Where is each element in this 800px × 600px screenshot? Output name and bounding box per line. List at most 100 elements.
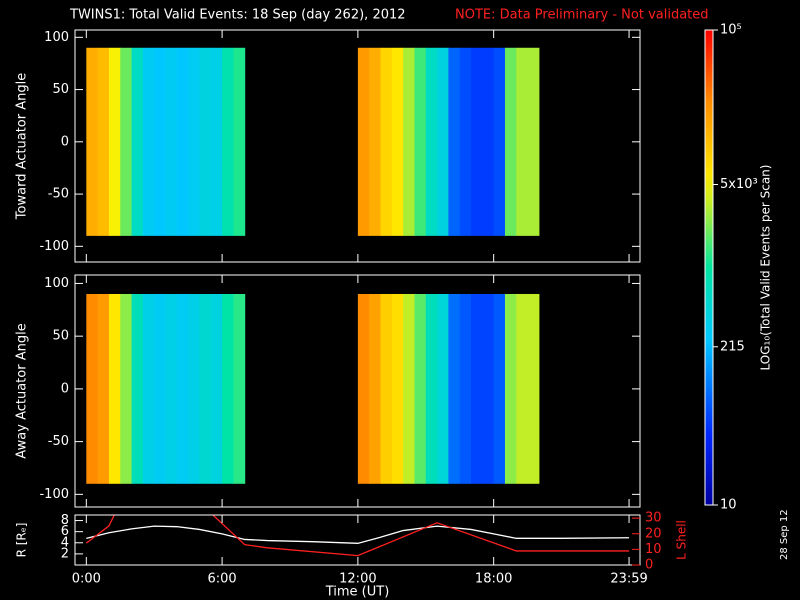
y-tick-label: 2 [61,546,69,561]
heatmap-cell [210,293,223,484]
note: NOTE: Data Preliminary - Not validated [455,8,709,23]
heatmap-cell [369,293,382,484]
heatmap-cell [516,293,529,484]
x-axis-label: Time (UT) [325,585,390,600]
heatmap-cell [527,293,540,484]
heatmap-cell [222,47,234,236]
y2-tick-label: 30 [645,511,662,526]
colorbar-tick-label: 215 [720,339,745,354]
heatmap-cell [504,47,517,236]
y2-tick-label: 0 [645,558,653,573]
heatmap-cell [176,293,189,484]
heatmap-cell [188,47,200,236]
y-tick-label: -100 [39,239,69,254]
colorbar-tick-label: 10 [720,498,737,513]
y-axis-label: Toward Actuator Angle [15,73,30,220]
y2-tick-label: 10 [645,542,662,557]
heatmap-cell [120,293,133,484]
heatmap-cell [165,293,178,484]
heatmap-cell [437,47,449,236]
heatmap-cell [369,47,382,236]
heatmap-cell [120,47,133,236]
heatmap-cell [493,47,506,236]
heatmap-cell [210,47,223,236]
heatmap-cell [471,293,483,484]
y2-axis-label: L Shell [675,520,689,560]
y-tick-label: -100 [39,487,69,502]
heatmap-cell [86,293,99,484]
heatmap-cell [357,47,370,236]
y-axis-label: R [Rₑ] [15,523,29,558]
heatmap-cell [199,293,212,484]
y-tick-label: 8 [61,513,69,528]
title: TWINS1: Total Valid Events: 18 Sep (day … [69,8,406,23]
series-line [85,515,630,557]
heatmap-cell [131,293,144,484]
date-stamp: 28 Sep 12 [779,509,790,560]
heatmap-cell [527,47,540,236]
colorbar-tick-label: 10⁵ [720,23,742,38]
heatmap-cell [357,293,370,484]
heatmap-cell [414,47,427,236]
heatmap-cell [459,47,472,236]
colorbar-label: LOG₁₀(Total Valid Events per Scan) [759,165,773,371]
heatmap-cell [425,293,438,484]
heatmap-cell [504,293,517,484]
heatmap-cell [448,293,461,484]
series-line [86,525,630,544]
heatmap-cell [516,47,529,236]
heatmap-cell [233,293,246,484]
y2-tick-label: 20 [645,526,662,541]
heatmap-cell [222,293,234,484]
heatmap-cell [403,293,415,484]
heatmap-cell [437,293,449,484]
y-tick-label: 6 [61,524,69,539]
heatmap-cell [165,47,178,236]
y-tick-label: 4 [61,535,69,550]
heatmap-cell [448,47,461,236]
heatmap-cell [199,47,212,236]
y-axis-label: Away Actuator Angle [15,323,30,458]
heatmap-cell [233,47,246,236]
heatmap-cell [142,293,155,484]
heatmap-cell [391,47,404,236]
heatmap-cell [391,293,404,484]
heatmap-cell [154,293,167,484]
heatmap-cell [97,47,110,236]
heatmap-cell [131,47,144,236]
heatmap-cell [188,293,200,484]
heatmap-cell [482,47,495,236]
x-tick-label: 23:59 [610,572,647,587]
heatmap-cell [403,47,415,236]
heatmap-cell [380,293,393,484]
lines [85,515,630,557]
x-tick-label: 6:00 [207,572,236,587]
heatmap-cell [86,47,99,236]
heatmap-cell [97,293,110,484]
heatmap-cell [108,293,121,484]
x-tick-label: 0:00 [72,572,101,587]
x-tick-label: 18:00 [475,572,512,587]
heatmap-cell [142,47,155,236]
y-tick-label: 100 [44,276,69,291]
heatmap-cell [176,47,189,236]
heatmap-cell [108,47,121,236]
colorbar [704,29,714,506]
heatmap-cell [380,47,393,236]
heatmap-cell [482,293,495,484]
heatmap-cell [154,47,167,236]
y-tick-label: 100 [44,30,69,45]
y-tick-label: 50 [52,82,69,97]
heatmap-cell [459,293,472,484]
x-tick-label: 12:00 [339,572,376,587]
heatmap-cell [414,293,427,484]
y-tick-label: 0 [61,381,69,396]
heatmap-cell [471,47,483,236]
y-tick-label: -50 [48,187,69,202]
colorbar-tick-label: 5x10³ [720,177,758,192]
y-tick-label: -50 [48,434,69,449]
y-tick-label: 0 [61,134,69,149]
heatmap-cell [493,293,506,484]
heatmap-cell [425,47,438,236]
